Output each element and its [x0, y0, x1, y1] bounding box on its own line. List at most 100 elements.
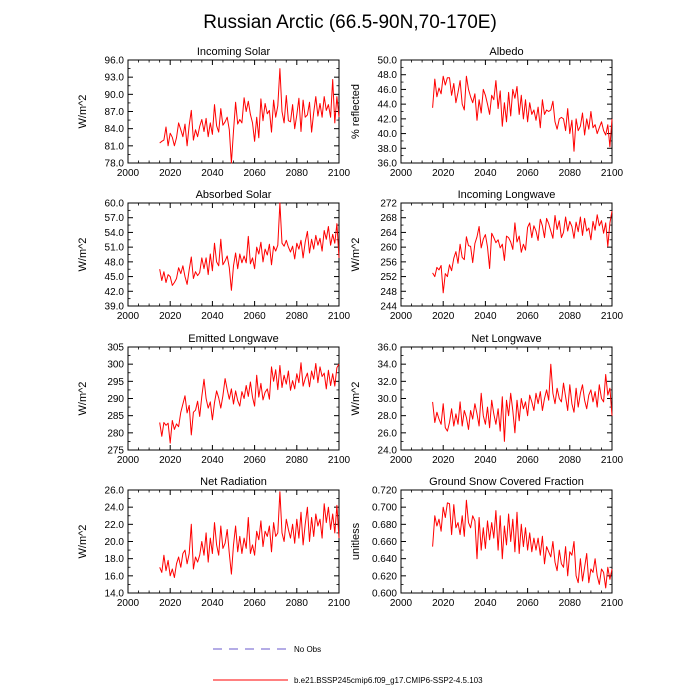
y-tick-label-emitted-longwave: 275	[107, 446, 124, 457]
x-tick-label-incoming-longwave: 2080	[559, 311, 582, 322]
y-tick-label-incoming-solar: 81.0	[105, 141, 125, 152]
y-tick-label-albedo: 42.0	[378, 114, 398, 125]
y-tick-label-absorbed-solar: 54.0	[105, 228, 125, 239]
x-tick-label-emitted-longwave: 2080	[286, 455, 309, 466]
y-tick-label-incoming-longwave: 252	[380, 272, 397, 283]
y-tick-label-albedo: 46.0	[378, 85, 398, 96]
x-tick-label-incoming-longwave: 2020	[432, 311, 455, 322]
y-tick-label-emitted-longwave: 300	[107, 360, 124, 371]
panel-net-longwave: Net Longwave W/m^2 2000 2020 2040 2060 2080 210…	[350, 333, 624, 466]
x-tick-label-absorbed-solar: 2020	[159, 311, 182, 322]
series-line-incoming-longwave	[432, 211, 613, 294]
x-tick-label-albedo: 2080	[559, 168, 582, 179]
x-tick-label-albedo: 2000	[390, 168, 413, 179]
y-tick-label-incoming-solar: 93.0	[105, 73, 125, 84]
y-tick-label-net-radiation: 18.0	[105, 554, 125, 565]
y-tick-label-ground-snow-covered-fraction: 0.600	[372, 589, 397, 600]
y-tick-label-incoming-longwave: 256	[380, 257, 397, 268]
x-tick-label-absorbed-solar: 2060	[243, 311, 266, 322]
y-tick-label-incoming-longwave: 264	[380, 228, 397, 239]
plot-frame-albedo	[400, 59, 613, 164]
y-axis-label-net-radiation: W/m^2	[77, 525, 89, 559]
y-axis-label-incoming-longwave: W/m^2	[350, 238, 362, 272]
y-tick-label-absorbed-solar: 39.0	[105, 302, 125, 313]
y-axis-label-absorbed-solar: W/m^2	[77, 238, 89, 272]
x-tick-label-incoming-solar: 2040	[201, 168, 224, 179]
x-tick-label-ground-snow-covered-fraction: 2040	[474, 598, 497, 609]
x-tick-label-emitted-longwave: 2020	[159, 455, 182, 466]
plot-frame-incoming-solar	[127, 59, 340, 164]
y-tick-label-absorbed-solar: 51.0	[105, 243, 125, 254]
y-tick-label-ground-snow-covered-fraction: 0.720	[372, 486, 397, 497]
x-tick-label-net-longwave: 2040	[474, 455, 497, 466]
y-tick-label-ground-snow-covered-fraction: 0.700	[372, 503, 397, 514]
x-tick-label-ground-snow-covered-fraction: 2100	[601, 598, 624, 609]
panel-title-incoming-solar: Incoming Solar	[197, 46, 271, 58]
y-tick-label-emitted-longwave: 285	[107, 411, 124, 422]
series-line-ground-snow-covered-fraction	[432, 499, 613, 589]
panel-emitted-longwave: Emitted Longwave W/m^2 2000 2020 2040 2060 208…	[77, 333, 351, 466]
x-tick-label-albedo: 2020	[432, 168, 455, 179]
y-tick-label-net-radiation: 24.0	[105, 503, 125, 514]
y-tick-label-albedo: 44.0	[378, 100, 398, 111]
panel-title-net-radiation: Net Radiation	[200, 476, 267, 488]
series-line-albedo	[432, 75, 613, 152]
y-tick-label-emitted-longwave: 295	[107, 377, 124, 388]
legend-model-label: b.e21.BSSP245cmip6.f09_g17.CMIP6-SSP2-4.…	[294, 676, 483, 685]
x-tick-label-net-longwave: 2060	[516, 455, 539, 466]
x-tick-label-net-longwave: 2000	[390, 455, 413, 466]
y-tick-label-net-longwave: 26.0	[378, 428, 398, 439]
x-tick-label-incoming-longwave: 2100	[601, 311, 624, 322]
x-tick-label-net-longwave: 2100	[601, 455, 624, 466]
y-axis-label-net-longwave: W/m^2	[350, 382, 362, 416]
y-tick-label-incoming-longwave: 244	[380, 302, 397, 313]
y-tick-label-albedo: 36.0	[378, 159, 398, 170]
panel-title-emitted-longwave: Emitted Longwave	[188, 333, 279, 345]
y-tick-label-albedo: 40.0	[378, 129, 398, 140]
x-tick-label-incoming-longwave: 2040	[474, 311, 497, 322]
x-tick-label-net-radiation: 2020	[159, 598, 182, 609]
x-tick-label-incoming-solar: 2060	[243, 168, 266, 179]
legend: No Obs b.e21.BSSP245cmip6.f09_g17.CMIP6-…	[213, 645, 483, 685]
y-axis-label-incoming-solar: W/m^2	[77, 95, 89, 129]
x-tick-label-net-radiation: 2040	[201, 598, 224, 609]
figure-title: Russian Arctic (66.5-90N,70-170E)	[203, 12, 497, 33]
x-tick-label-incoming-solar: 2080	[286, 168, 309, 179]
plot-frame-absorbed-solar	[127, 202, 340, 307]
x-tick-label-incoming-solar: 2020	[159, 168, 182, 179]
y-tick-label-net-radiation: 22.0	[105, 520, 125, 531]
y-tick-label-albedo: 50.0	[378, 56, 398, 67]
y-tick-label-absorbed-solar: 45.0	[105, 272, 125, 283]
y-tick-label-ground-snow-covered-fraction: 0.640	[372, 554, 397, 565]
x-tick-label-incoming-solar: 2000	[117, 168, 140, 179]
series-line-net-longwave	[432, 363, 613, 442]
y-tick-label-incoming-longwave: 268	[380, 213, 397, 224]
x-tick-label-ground-snow-covered-fraction: 2060	[516, 598, 539, 609]
series-line-net-radiation	[159, 491, 340, 578]
y-tick-label-net-longwave: 28.0	[378, 411, 398, 422]
x-tick-label-incoming-longwave: 2060	[516, 311, 539, 322]
x-tick-label-albedo: 2040	[474, 168, 497, 179]
y-tick-label-absorbed-solar: 60.0	[105, 199, 125, 210]
x-tick-label-emitted-longwave: 2100	[328, 455, 351, 466]
x-tick-label-albedo: 2100	[601, 168, 624, 179]
y-tick-label-net-longwave: 30.0	[378, 394, 398, 405]
y-tick-label-albedo: 38.0	[378, 144, 398, 155]
y-axis-label-ground-snow-covered-fraction: unitless	[350, 522, 362, 560]
plot-frame-emitted-longwave	[127, 346, 340, 451]
x-tick-label-absorbed-solar: 2000	[117, 311, 140, 322]
panel-title-ground-snow-covered-fraction: Ground Snow Covered Fraction	[429, 476, 584, 488]
series-line-incoming-solar	[159, 68, 340, 164]
legend-obs-label: No Obs	[294, 645, 321, 654]
y-tick-label-emitted-longwave: 290	[107, 394, 124, 405]
plot-frame-net-longwave	[400, 346, 613, 451]
y-tick-label-net-longwave: 34.0	[378, 360, 398, 371]
panel-net-radiation: Net Radiation W/m^2 2000 2020 2040 2060 2080 21…	[77, 476, 351, 609]
x-tick-label-net-radiation: 2000	[117, 598, 140, 609]
panel-incoming-longwave: Incoming Longwave W/m^2 2000 2020 2040 2060 20…	[350, 189, 624, 322]
y-tick-label-ground-snow-covered-fraction: 0.660	[372, 537, 397, 548]
y-tick-label-incoming-solar: 96.0	[105, 56, 125, 67]
y-tick-label-incoming-longwave: 260	[380, 243, 397, 254]
x-tick-label-incoming-solar: 2100	[328, 168, 351, 179]
